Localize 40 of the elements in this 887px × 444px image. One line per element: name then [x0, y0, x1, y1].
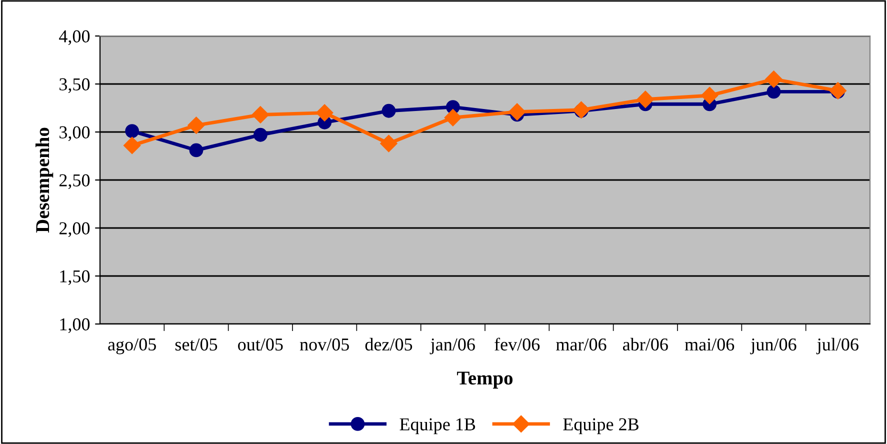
y-tick-label: 1,00: [60, 318, 90, 334]
point: [382, 104, 396, 118]
x-tick-label: mar/06: [556, 338, 606, 351]
x-tick-label: jan/06: [430, 338, 475, 354]
y-tick-label: 2,50: [59, 174, 90, 190]
legend-label: Equipe 1B: [400, 418, 476, 434]
point: [766, 84, 781, 99]
x-tick-label: abr/06: [622, 338, 668, 351]
x-tick-label: fev/06: [494, 338, 540, 351]
y-tick-label: 4,00: [59, 30, 90, 46]
x-tick-label: jul/06: [816, 338, 858, 354]
point: [508, 103, 526, 120]
x-tick-label: nov/05: [300, 338, 349, 351]
y-tick-label: 1,50: [60, 270, 90, 286]
point: [636, 90, 654, 108]
x-tick-label: ago/05: [108, 338, 156, 354]
legend-label: Equipe 2B: [563, 418, 638, 434]
point: [252, 106, 269, 124]
x-axis-title: Tempo: [457, 372, 513, 389]
x-tick-label: mai/06: [684, 338, 734, 351]
y-axis-title: Desempenho: [35, 128, 54, 233]
point: [189, 143, 204, 158]
x-tick-label: jun/06: [750, 338, 796, 354]
y-tick-label: 3,50: [60, 78, 90, 94]
x-tick-label: set/05: [175, 338, 218, 351]
point: [125, 124, 140, 138]
point: [444, 109, 462, 126]
point: [253, 128, 268, 142]
point: [316, 104, 334, 122]
point: [380, 134, 398, 152]
point: [765, 70, 782, 88]
x-tick-label: out/05: [238, 338, 283, 351]
x-tick-label: dez/05: [365, 338, 412, 351]
y-tick-label: 3,00: [60, 126, 90, 142]
point: [701, 86, 718, 104]
point: [188, 116, 205, 134]
point: [124, 136, 141, 154]
point: [829, 82, 846, 100]
y-tick-label: 2,00: [59, 222, 90, 238]
point: [572, 101, 590, 118]
